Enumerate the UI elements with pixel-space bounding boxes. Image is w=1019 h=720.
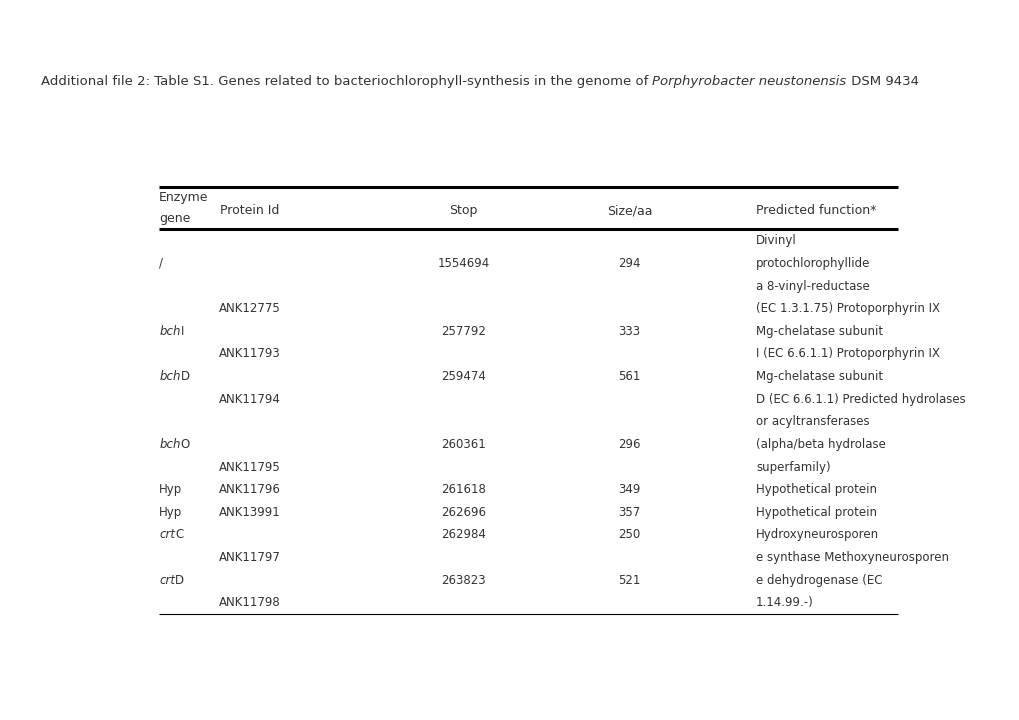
Text: ANK13991: ANK13991	[219, 506, 280, 519]
Text: 261618: 261618	[440, 483, 485, 496]
Text: crt: crt	[159, 574, 175, 587]
Text: e synthase Methoxyneurosporen: e synthase Methoxyneurosporen	[755, 551, 948, 564]
Text: (EC 1.3.1.75) Protoporphyrin IX: (EC 1.3.1.75) Protoporphyrin IX	[755, 302, 940, 315]
Text: Enzyme: Enzyme	[159, 191, 209, 204]
Text: 294: 294	[618, 257, 640, 270]
Text: D (EC 6.6.1.1) Predicted hydrolases: D (EC 6.6.1.1) Predicted hydrolases	[755, 392, 965, 405]
Text: 262984: 262984	[440, 528, 485, 541]
Text: Predicted function*: Predicted function*	[755, 204, 875, 217]
Text: Hypothetical protein: Hypothetical protein	[755, 483, 876, 496]
Text: I (EC 6.6.1.1) Protoporphyrin IX: I (EC 6.6.1.1) Protoporphyrin IX	[755, 348, 938, 361]
Text: bch: bch	[159, 438, 180, 451]
Text: Hypothetical protein: Hypothetical protein	[755, 506, 876, 519]
Text: ANK12775: ANK12775	[219, 302, 280, 315]
Text: ANK11798: ANK11798	[219, 596, 280, 609]
Text: 250: 250	[618, 528, 640, 541]
Text: /: /	[159, 257, 163, 270]
Text: Stop: Stop	[448, 204, 477, 217]
Text: ANK11794: ANK11794	[219, 392, 280, 405]
Text: superfamily): superfamily)	[755, 461, 829, 474]
Text: ANK11793: ANK11793	[219, 348, 280, 361]
Text: D: D	[175, 574, 184, 587]
Text: 333: 333	[618, 325, 640, 338]
Text: Mg-chelatase subunit: Mg-chelatase subunit	[755, 370, 882, 383]
Text: Hyp: Hyp	[159, 506, 182, 519]
Text: 357: 357	[618, 506, 640, 519]
Text: 349: 349	[618, 483, 640, 496]
Text: Hyp: Hyp	[159, 483, 182, 496]
Text: ANK11795: ANK11795	[219, 461, 280, 474]
Text: bch: bch	[159, 370, 180, 383]
Text: Protein Id: Protein Id	[220, 204, 279, 217]
Text: a 8-vinyl-reductase: a 8-vinyl-reductase	[755, 279, 869, 292]
Text: gene: gene	[159, 212, 191, 225]
Text: 262696: 262696	[440, 506, 485, 519]
Text: 1.14.99.-): 1.14.99.-)	[755, 596, 813, 609]
Text: 259474: 259474	[440, 370, 485, 383]
Text: Divinyl: Divinyl	[755, 234, 796, 247]
Text: (alpha/beta hydrolase: (alpha/beta hydrolase	[755, 438, 884, 451]
Text: Additional file 2: Table S1. Genes related to bacteriochlorophyll-synthesis in t: Additional file 2: Table S1. Genes relat…	[41, 75, 652, 88]
Text: D: D	[180, 370, 190, 383]
Text: 260361: 260361	[440, 438, 485, 451]
Text: Hydroxyneurosporen: Hydroxyneurosporen	[755, 528, 878, 541]
Text: Mg-chelatase subunit: Mg-chelatase subunit	[755, 325, 882, 338]
Text: 263823: 263823	[440, 574, 485, 587]
Text: Size/aa: Size/aa	[606, 204, 651, 217]
Text: ANK11796: ANK11796	[219, 483, 280, 496]
Text: ANK11797: ANK11797	[219, 551, 280, 564]
Text: 521: 521	[618, 574, 640, 587]
Text: or acyltransferases: or acyltransferases	[755, 415, 869, 428]
Text: I: I	[180, 325, 183, 338]
Text: crt: crt	[159, 528, 175, 541]
Text: Porphyrobacter neustonensis: Porphyrobacter neustonensis	[652, 75, 846, 88]
Text: DSM 9434: DSM 9434	[846, 75, 918, 88]
Text: C: C	[175, 528, 183, 541]
Text: e dehydrogenase (EC: e dehydrogenase (EC	[755, 574, 881, 587]
Text: O: O	[180, 438, 190, 451]
Text: 257792: 257792	[440, 325, 485, 338]
Text: 1554694: 1554694	[437, 257, 489, 270]
Text: 561: 561	[618, 370, 640, 383]
Text: 296: 296	[618, 438, 640, 451]
Text: protochlorophyllide: protochlorophyllide	[755, 257, 869, 270]
Text: bch: bch	[159, 325, 180, 338]
